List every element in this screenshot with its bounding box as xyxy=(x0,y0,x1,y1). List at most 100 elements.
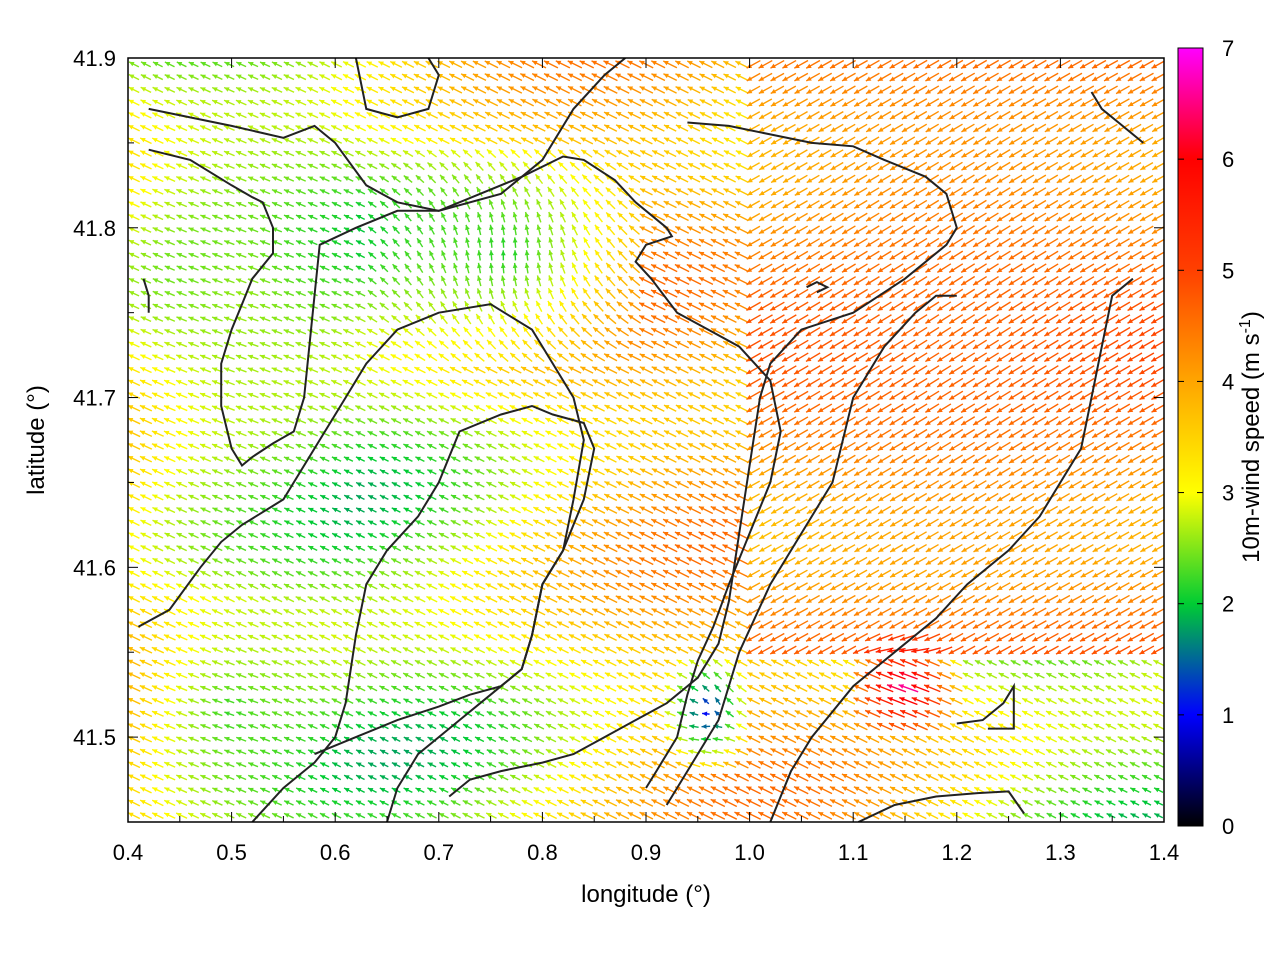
wind-vector xyxy=(235,774,247,781)
wind-vector xyxy=(1117,787,1128,794)
wind-vector xyxy=(698,811,714,820)
wind-vector xyxy=(616,761,629,769)
wind-vector xyxy=(781,811,797,820)
wind-vector xyxy=(1022,812,1033,819)
wind-vector xyxy=(379,800,389,806)
wind-vector xyxy=(746,785,761,795)
wind-vector xyxy=(901,811,915,820)
wind-vector xyxy=(391,761,401,768)
wind-vector xyxy=(1094,787,1104,794)
wind-vector xyxy=(1153,800,1164,806)
wind-vector xyxy=(938,812,951,820)
wind-vector xyxy=(853,760,868,769)
wind-vector xyxy=(1070,787,1081,794)
wind-vector xyxy=(805,786,821,795)
wind-vector xyxy=(1009,761,1022,769)
wind-vector xyxy=(793,773,809,782)
wind-vector xyxy=(1106,812,1116,819)
wind-vector xyxy=(793,811,809,820)
wind-vector xyxy=(568,773,581,781)
wind-vector xyxy=(686,786,702,795)
wind-vector xyxy=(438,812,449,819)
wind-vector xyxy=(901,760,916,769)
wind-vector xyxy=(295,787,306,793)
wind-vector xyxy=(758,760,773,769)
wind-vector xyxy=(1069,761,1081,768)
wind-vector xyxy=(734,811,750,820)
wind-vector xyxy=(734,760,749,769)
wind-vector xyxy=(319,761,330,768)
wind-vector xyxy=(343,774,353,781)
wind-vector xyxy=(427,774,437,781)
wind-vector xyxy=(949,773,963,782)
wind-vector xyxy=(1117,774,1128,781)
wind-vector xyxy=(615,799,630,807)
wind-vector xyxy=(663,760,677,769)
wind-vector xyxy=(1153,774,1164,781)
wind-vector xyxy=(188,774,200,781)
wind-vector xyxy=(580,786,593,794)
wind-vector xyxy=(556,786,569,794)
wind-vector xyxy=(343,761,353,768)
wind-vector xyxy=(545,774,557,781)
wind-vector xyxy=(259,812,271,819)
wind-vector xyxy=(734,785,750,795)
wind-vector xyxy=(901,786,916,794)
wind-vector xyxy=(746,798,761,808)
wind-vector xyxy=(805,798,821,808)
wind-vector xyxy=(176,774,188,781)
wind-vector xyxy=(627,799,642,807)
wind-vector xyxy=(1153,812,1164,819)
wind-vector xyxy=(259,774,271,781)
wind-vector xyxy=(163,761,176,768)
wind-vector xyxy=(793,785,809,795)
wind-vector xyxy=(200,787,211,794)
wind-vector xyxy=(913,773,927,782)
wind-vector xyxy=(498,761,509,768)
wind-vector xyxy=(1010,812,1021,819)
wind-vector xyxy=(1141,774,1152,781)
wind-vector xyxy=(734,773,749,782)
wind-vector xyxy=(247,787,259,793)
wind-vector xyxy=(1094,812,1104,819)
wind-vector xyxy=(139,812,152,820)
wind-vector xyxy=(367,787,377,793)
wind-vector xyxy=(829,760,845,769)
wind-vector xyxy=(662,811,678,820)
wind-vector xyxy=(604,786,617,794)
wind-vector xyxy=(509,799,521,807)
wind-vector xyxy=(247,800,259,806)
wind-vector xyxy=(1033,761,1046,768)
wind-vector xyxy=(805,760,821,769)
wind-vector xyxy=(223,812,235,819)
wind-vector xyxy=(355,812,366,819)
wind-vector xyxy=(710,773,726,782)
wind-vector xyxy=(200,761,211,768)
wind-vector xyxy=(151,812,164,820)
wind-vector xyxy=(769,773,785,782)
wind-vector xyxy=(1153,761,1164,768)
wind-vector xyxy=(391,812,402,819)
wind-vector xyxy=(639,786,654,795)
wind-vector xyxy=(1033,774,1045,781)
wind-vector xyxy=(781,798,797,808)
wind-vector xyxy=(1129,774,1140,781)
wind-vector xyxy=(1106,800,1116,806)
wind-vector xyxy=(986,812,998,819)
wind-vector xyxy=(331,800,342,806)
wind-vector xyxy=(497,812,509,819)
wind-vector xyxy=(1141,761,1152,768)
wind-vector xyxy=(151,799,164,807)
wind-vector xyxy=(521,799,533,807)
wind-vector xyxy=(627,773,641,782)
wind-vector xyxy=(722,811,738,820)
wind-vector xyxy=(746,773,761,782)
wind-vector xyxy=(674,798,690,807)
wind-vector xyxy=(247,762,259,768)
wind-vector xyxy=(568,799,581,807)
wind-vector xyxy=(485,812,497,819)
wind-vector xyxy=(151,748,164,756)
wind-vector xyxy=(151,761,164,768)
wind-vector xyxy=(319,774,330,781)
wind-vector xyxy=(474,812,485,819)
